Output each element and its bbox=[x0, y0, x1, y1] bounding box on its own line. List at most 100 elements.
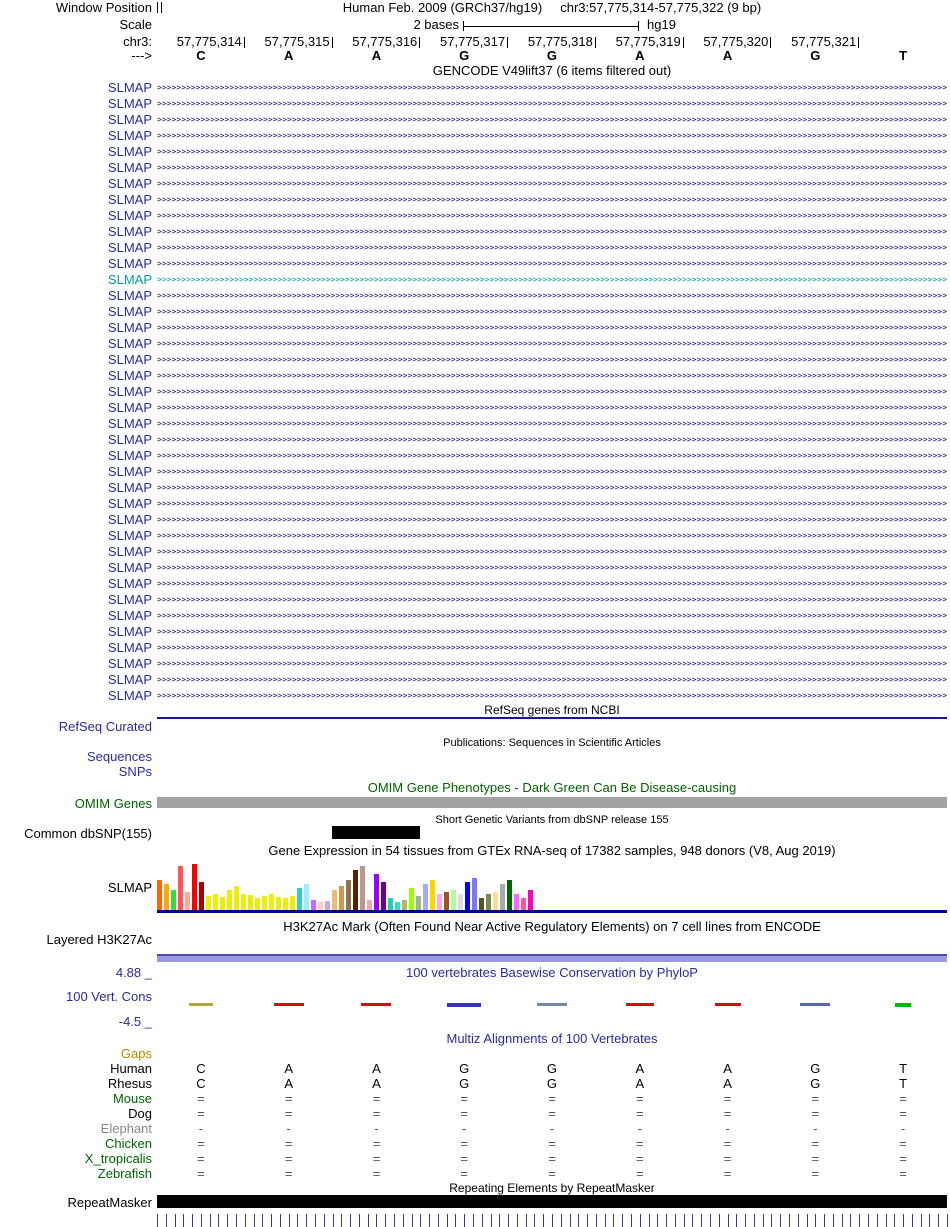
gencode-gene-label[interactable]: SLMAP bbox=[107, 624, 152, 639]
gencode-gene-label[interactable]: SLMAP bbox=[107, 256, 152, 271]
gtex-bar[interactable] bbox=[486, 894, 491, 910]
gtex-bar[interactable] bbox=[507, 880, 512, 910]
gencode-gene-label[interactable]: SLMAP bbox=[107, 176, 152, 191]
gencode-transcript[interactable]: >>>>>>>>>>>>>>>>>>>>>>>>>>>>>>>>>>>>>>>>… bbox=[157, 531, 947, 540]
dbsnp-label[interactable]: Common dbSNP(155) bbox=[24, 826, 152, 841]
gencode-transcript[interactable]: >>>>>>>>>>>>>>>>>>>>>>>>>>>>>>>>>>>>>>>>… bbox=[157, 499, 947, 508]
gtex-bar[interactable] bbox=[178, 866, 183, 910]
gencode-transcript[interactable]: >>>>>>>>>>>>>>>>>>>>>>>>>>>>>>>>>>>>>>>>… bbox=[157, 595, 947, 604]
gtex-bar[interactable] bbox=[276, 897, 281, 910]
gencode-transcript[interactable]: >>>>>>>>>>>>>>>>>>>>>>>>>>>>>>>>>>>>>>>>… bbox=[157, 435, 947, 444]
gtex-bar[interactable] bbox=[290, 896, 295, 910]
gencode-gene-label[interactable]: SLMAP bbox=[107, 272, 152, 287]
gtex-bar[interactable] bbox=[248, 895, 253, 910]
gtex-bar[interactable] bbox=[493, 892, 498, 910]
gencode-transcript[interactable]: >>>>>>>>>>>>>>>>>>>>>>>>>>>>>>>>>>>>>>>>… bbox=[157, 675, 947, 684]
gtex-bar[interactable] bbox=[311, 900, 316, 910]
gencode-transcript[interactable]: >>>>>>>>>>>>>>>>>>>>>>>>>>>>>>>>>>>>>>>>… bbox=[157, 547, 947, 556]
gencode-gene-label[interactable]: SLMAP bbox=[107, 80, 152, 95]
gencode-transcript[interactable]: >>>>>>>>>>>>>>>>>>>>>>>>>>>>>>>>>>>>>>>>… bbox=[157, 83, 947, 92]
gtex-bar[interactable] bbox=[360, 866, 365, 910]
gencode-transcript[interactable]: >>>>>>>>>>>>>>>>>>>>>>>>>>>>>>>>>>>>>>>>… bbox=[157, 275, 947, 284]
multiz-species-label[interactable]: Elephant bbox=[100, 1121, 152, 1136]
gencode-gene-label[interactable]: SLMAP bbox=[107, 416, 152, 431]
gtex-bar[interactable] bbox=[297, 888, 302, 910]
gencode-transcript[interactable]: >>>>>>>>>>>>>>>>>>>>>>>>>>>>>>>>>>>>>>>>… bbox=[157, 467, 947, 476]
gtex-bar[interactable] bbox=[157, 880, 162, 910]
gencode-gene-label[interactable]: SLMAP bbox=[107, 432, 152, 447]
gencode-gene-label[interactable]: SLMAP bbox=[107, 128, 152, 143]
gtex-bar[interactable] bbox=[353, 870, 358, 910]
gtex-bar[interactable] bbox=[521, 898, 526, 910]
multiz-species-label[interactable]: Zebrafish bbox=[97, 1166, 152, 1181]
gencode-gene-label[interactable]: SLMAP bbox=[107, 160, 152, 175]
gtex-bar[interactable] bbox=[465, 882, 470, 910]
omim-genes-label[interactable]: OMIM Genes bbox=[74, 796, 152, 811]
gencode-gene-label[interactable]: SLMAP bbox=[107, 592, 152, 607]
gtex-bar[interactable] bbox=[514, 894, 519, 910]
gencode-gene-label[interactable]: SLMAP bbox=[107, 448, 152, 463]
gencode-transcript[interactable]: >>>>>>>>>>>>>>>>>>>>>>>>>>>>>>>>>>>>>>>>… bbox=[157, 451, 947, 460]
phylop-track-label[interactable]: 100 Vert. Cons bbox=[66, 989, 152, 1004]
gencode-transcript[interactable]: >>>>>>>>>>>>>>>>>>>>>>>>>>>>>>>>>>>>>>>>… bbox=[157, 579, 947, 588]
gencode-gene-label[interactable]: SLMAP bbox=[107, 352, 152, 367]
multiz-species-label[interactable]: Human bbox=[110, 1061, 152, 1076]
gtex-bar[interactable] bbox=[479, 898, 484, 910]
gencode-transcript[interactable]: >>>>>>>>>>>>>>>>>>>>>>>>>>>>>>>>>>>>>>>>… bbox=[157, 195, 947, 204]
gencode-transcript[interactable]: >>>>>>>>>>>>>>>>>>>>>>>>>>>>>>>>>>>>>>>>… bbox=[157, 115, 947, 124]
gencode-transcript[interactable]: >>>>>>>>>>>>>>>>>>>>>>>>>>>>>>>>>>>>>>>>… bbox=[157, 515, 947, 524]
gencode-gene-label[interactable]: SLMAP bbox=[107, 656, 152, 671]
gencode-gene-label[interactable]: SLMAP bbox=[107, 480, 152, 495]
gencode-gene-label[interactable]: SLMAP bbox=[107, 512, 152, 527]
gencode-gene-label[interactable]: SLMAP bbox=[107, 528, 152, 543]
gencode-transcript[interactable]: >>>>>>>>>>>>>>>>>>>>>>>>>>>>>>>>>>>>>>>>… bbox=[157, 403, 947, 412]
gtex-bar[interactable] bbox=[213, 894, 218, 910]
gtex-bar[interactable] bbox=[325, 901, 330, 910]
multiz-species-label[interactable]: X_tropicalis bbox=[84, 1151, 152, 1166]
refseq-curated-label[interactable]: RefSeq Curated bbox=[58, 719, 152, 734]
gencode-gene-label[interactable]: SLMAP bbox=[107, 192, 152, 207]
gencode-gene-label[interactable]: SLMAP bbox=[107, 144, 152, 159]
gtex-bar[interactable] bbox=[220, 897, 225, 910]
gencode-transcript[interactable]: >>>>>>>>>>>>>>>>>>>>>>>>>>>>>>>>>>>>>>>>… bbox=[157, 211, 947, 220]
gtex-bar[interactable] bbox=[255, 898, 260, 910]
gtex-bar[interactable] bbox=[339, 886, 344, 910]
gencode-gene-label[interactable]: SLMAP bbox=[107, 496, 152, 511]
gtex-bar[interactable] bbox=[283, 898, 288, 910]
snps-track-label[interactable]: SNPs bbox=[118, 764, 152, 779]
gtex-bar[interactable] bbox=[430, 880, 435, 910]
gencode-gene-label[interactable]: SLMAP bbox=[107, 288, 152, 303]
gtex-bar[interactable] bbox=[227, 890, 232, 910]
multiz-species-label[interactable]: Mouse bbox=[112, 1091, 152, 1106]
gencode-transcript[interactable]: >>>>>>>>>>>>>>>>>>>>>>>>>>>>>>>>>>>>>>>>… bbox=[157, 627, 947, 636]
gtex-bar[interactable] bbox=[437, 894, 442, 910]
gencode-transcript[interactable]: >>>>>>>>>>>>>>>>>>>>>>>>>>>>>>>>>>>>>>>>… bbox=[157, 563, 947, 572]
gtex-bar[interactable] bbox=[262, 896, 267, 910]
gencode-gene-label[interactable]: SLMAP bbox=[107, 240, 152, 255]
gencode-transcript[interactable]: >>>>>>>>>>>>>>>>>>>>>>>>>>>>>>>>>>>>>>>>… bbox=[157, 355, 947, 364]
gencode-gene-label[interactable]: SLMAP bbox=[107, 112, 152, 127]
gtex-bar[interactable] bbox=[304, 884, 309, 910]
gtex-bar[interactable] bbox=[192, 864, 197, 910]
gtex-bar[interactable] bbox=[444, 892, 449, 910]
gtex-bar[interactable] bbox=[199, 882, 204, 910]
gtex-bar[interactable] bbox=[164, 884, 169, 910]
gencode-gene-label[interactable]: SLMAP bbox=[107, 560, 152, 575]
gtex-bar[interactable] bbox=[171, 890, 176, 910]
multiz-species-label[interactable]: Chicken bbox=[105, 1136, 152, 1151]
gtex-bar[interactable] bbox=[402, 900, 407, 910]
gencode-gene-label[interactable]: SLMAP bbox=[107, 208, 152, 223]
multiz-species-label[interactable]: Dog bbox=[128, 1106, 152, 1121]
gencode-transcript[interactable]: >>>>>>>>>>>>>>>>>>>>>>>>>>>>>>>>>>>>>>>>… bbox=[157, 99, 947, 108]
gtex-bar[interactable] bbox=[500, 884, 505, 910]
gtex-bar[interactable] bbox=[234, 886, 239, 910]
gtex-bar[interactable] bbox=[395, 902, 400, 910]
repeatmasker-item[interactable] bbox=[157, 1195, 947, 1208]
repeatmasker-label[interactable]: RepeatMasker bbox=[67, 1195, 152, 1210]
gencode-gene-label[interactable]: SLMAP bbox=[107, 384, 152, 399]
gencode-transcript[interactable]: >>>>>>>>>>>>>>>>>>>>>>>>>>>>>>>>>>>>>>>>… bbox=[157, 483, 947, 492]
gtex-bar[interactable] bbox=[185, 892, 190, 910]
gtex-bar[interactable] bbox=[318, 902, 323, 910]
gtex-bar[interactable] bbox=[206, 896, 211, 910]
gencode-transcript[interactable]: >>>>>>>>>>>>>>>>>>>>>>>>>>>>>>>>>>>>>>>>… bbox=[157, 243, 947, 252]
